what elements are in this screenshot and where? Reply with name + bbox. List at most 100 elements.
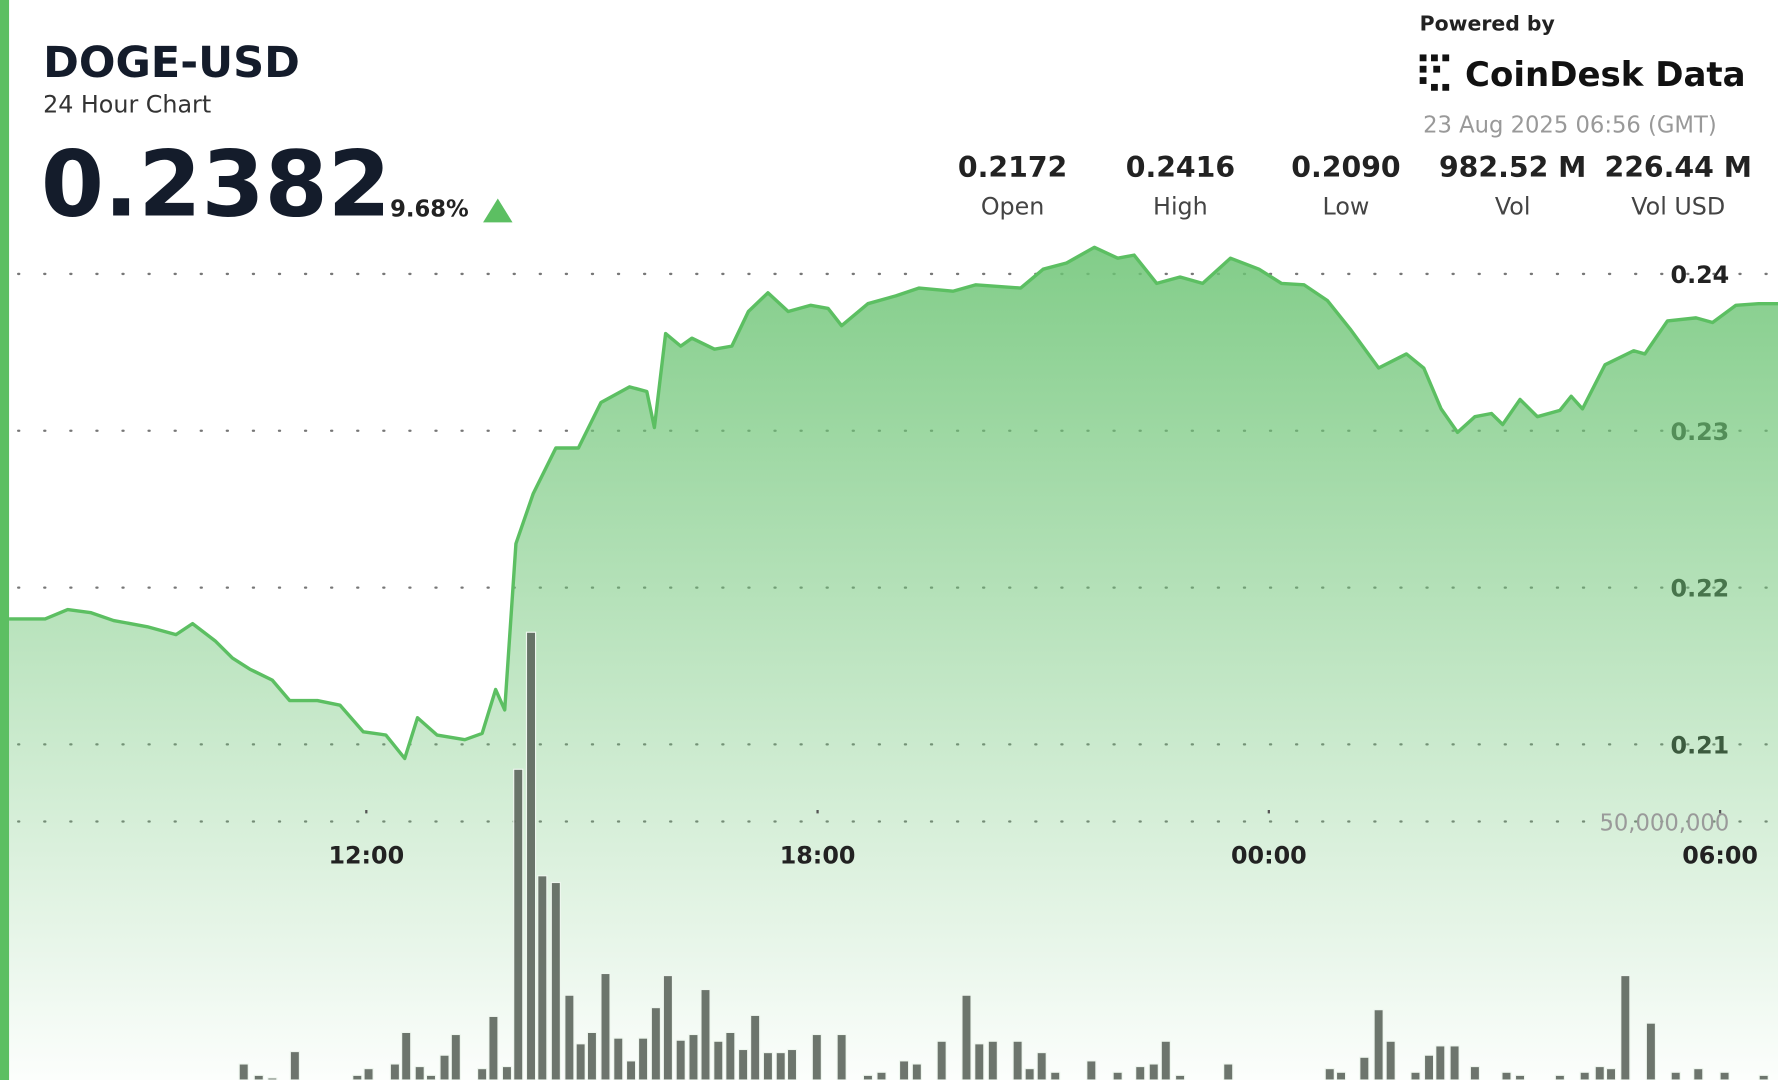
- stat-label: Low: [1323, 192, 1370, 220]
- x-tick-label: 12:00: [328, 841, 404, 869]
- volume-bar: [1174, 1074, 1186, 1080]
- chart-title: DOGE-USD: [43, 38, 300, 88]
- stat-label: High: [1153, 192, 1208, 220]
- volume-bar: [253, 1074, 264, 1080]
- volume-bar: [238, 1063, 249, 1080]
- price-area: [9, 247, 1778, 1080]
- powered-by: Powered by: [1420, 12, 1555, 36]
- volume-bar: [936, 1040, 947, 1080]
- y-tick-label: 0.24: [1671, 261, 1730, 289]
- volume-bar: [961, 994, 972, 1080]
- volume-bar: [389, 1063, 400, 1080]
- x-tick-label: 00:00: [1231, 841, 1307, 869]
- volume-bar: [1050, 1071, 1061, 1080]
- volume-bar: [650, 1007, 661, 1080]
- volume-bar: [775, 1052, 786, 1080]
- volume-bar: [1449, 1045, 1460, 1080]
- volume-bar: [414, 1065, 425, 1080]
- volume-bar: [738, 1048, 749, 1080]
- volume-bar: [575, 1043, 586, 1080]
- timestamp: 23 Aug 2025 06:56 (GMT): [1423, 113, 1717, 139]
- volume-bar: [525, 631, 537, 1080]
- volume-bar: [564, 994, 575, 1080]
- volume-bar: [725, 1031, 736, 1080]
- accent-bar: [0, 0, 10, 1080]
- volume-bar: [1423, 1054, 1435, 1080]
- volume-bar: [1758, 1074, 1769, 1080]
- volume-bar: [600, 972, 611, 1080]
- volume-bar: [425, 1074, 437, 1080]
- volume-bar: [675, 1039, 686, 1080]
- stat-value: 0.2172: [958, 151, 1067, 184]
- volume-bar: [1086, 1060, 1097, 1080]
- volume-bar: [750, 1014, 761, 1080]
- stat-label: Open: [981, 192, 1045, 220]
- volume-bar: [1579, 1071, 1590, 1080]
- volume-bar: [363, 1068, 374, 1080]
- up-arrow: [483, 198, 513, 223]
- volume-bar: [1373, 1009, 1384, 1080]
- volume-bar: [700, 988, 711, 1080]
- stat-value: 226.44 M: [1605, 151, 1752, 184]
- volume-bar: [1719, 1071, 1730, 1080]
- volume-bar: [1514, 1074, 1526, 1080]
- volume-bar: [1135, 1065, 1146, 1080]
- volume-bar: [513, 768, 524, 1080]
- volume-bar: [911, 1063, 922, 1080]
- volume-bar: [450, 1033, 461, 1080]
- volume-bar: [488, 1015, 499, 1080]
- volume-bar: [1385, 1040, 1396, 1080]
- volume-bar: [625, 1060, 637, 1080]
- volume-bar: [1359, 1056, 1370, 1080]
- volume-bar: [477, 1068, 488, 1080]
- volume-bar: [1148, 1063, 1159, 1080]
- volume-bar: [1501, 1071, 1512, 1080]
- plot-area: 0.210.220.230.2450,000,00012:0018:0000:0…: [9, 245, 1778, 1080]
- volume-bar: [836, 1033, 847, 1080]
- volume-bar: [637, 1037, 649, 1080]
- volume-bar: [439, 1054, 450, 1080]
- chart-subtitle: 24 Hour Chart: [43, 90, 211, 118]
- x-tick-label: 18:00: [780, 841, 856, 869]
- volume-bar: [550, 881, 561, 1080]
- volume-bar: [987, 1040, 998, 1080]
- stat-label: Vol: [1495, 192, 1531, 220]
- volume-bar: [1469, 1065, 1481, 1080]
- volume-bar: [811, 1033, 822, 1080]
- brand-logo: [1419, 54, 1450, 91]
- volume-bar: [613, 1037, 624, 1080]
- stat-label: Vol USD: [1631, 192, 1725, 220]
- stat-value: 0.2090: [1291, 151, 1400, 184]
- volume-bar: [1036, 1052, 1047, 1080]
- volume-bar: [352, 1074, 363, 1080]
- volume-bar: [586, 1031, 598, 1080]
- volume-bar: [1160, 1040, 1171, 1080]
- volume-bar: [1620, 974, 1631, 1080]
- volume-bar: [289, 1050, 300, 1080]
- volume-bar: [1670, 1071, 1681, 1080]
- volume-bar: [862, 1074, 874, 1080]
- volume-bar: [1012, 1040, 1023, 1080]
- volume-bar: [762, 1052, 774, 1080]
- volume-bar: [662, 974, 674, 1080]
- price-line: [9, 245, 1778, 761]
- stats: 0.2172 Open 0.2416 High 0.2090 Low 982.52 M Vol…: [958, 151, 1752, 220]
- volume-bar: [1645, 1022, 1656, 1080]
- volume-bar: [1554, 1074, 1565, 1080]
- volume-bar: [501, 1065, 513, 1080]
- volume-bar: [974, 1043, 985, 1080]
- stat-value: 982.52 M: [1439, 151, 1586, 184]
- volume-bar: [537, 875, 548, 1080]
- volume-bar: [1112, 1071, 1123, 1080]
- last-price: 0.2382: [41, 133, 391, 238]
- volume-bar: [401, 1031, 412, 1080]
- volume-bar: [1410, 1071, 1421, 1080]
- brand-name: CoinDesk Data: [1465, 55, 1746, 95]
- x-tick-label: 06:00: [1682, 841, 1758, 869]
- volume-bar: [876, 1071, 887, 1080]
- volume-bar: [1335, 1071, 1347, 1080]
- volume-bar: [898, 1060, 910, 1080]
- volume-bar: [688, 1033, 699, 1080]
